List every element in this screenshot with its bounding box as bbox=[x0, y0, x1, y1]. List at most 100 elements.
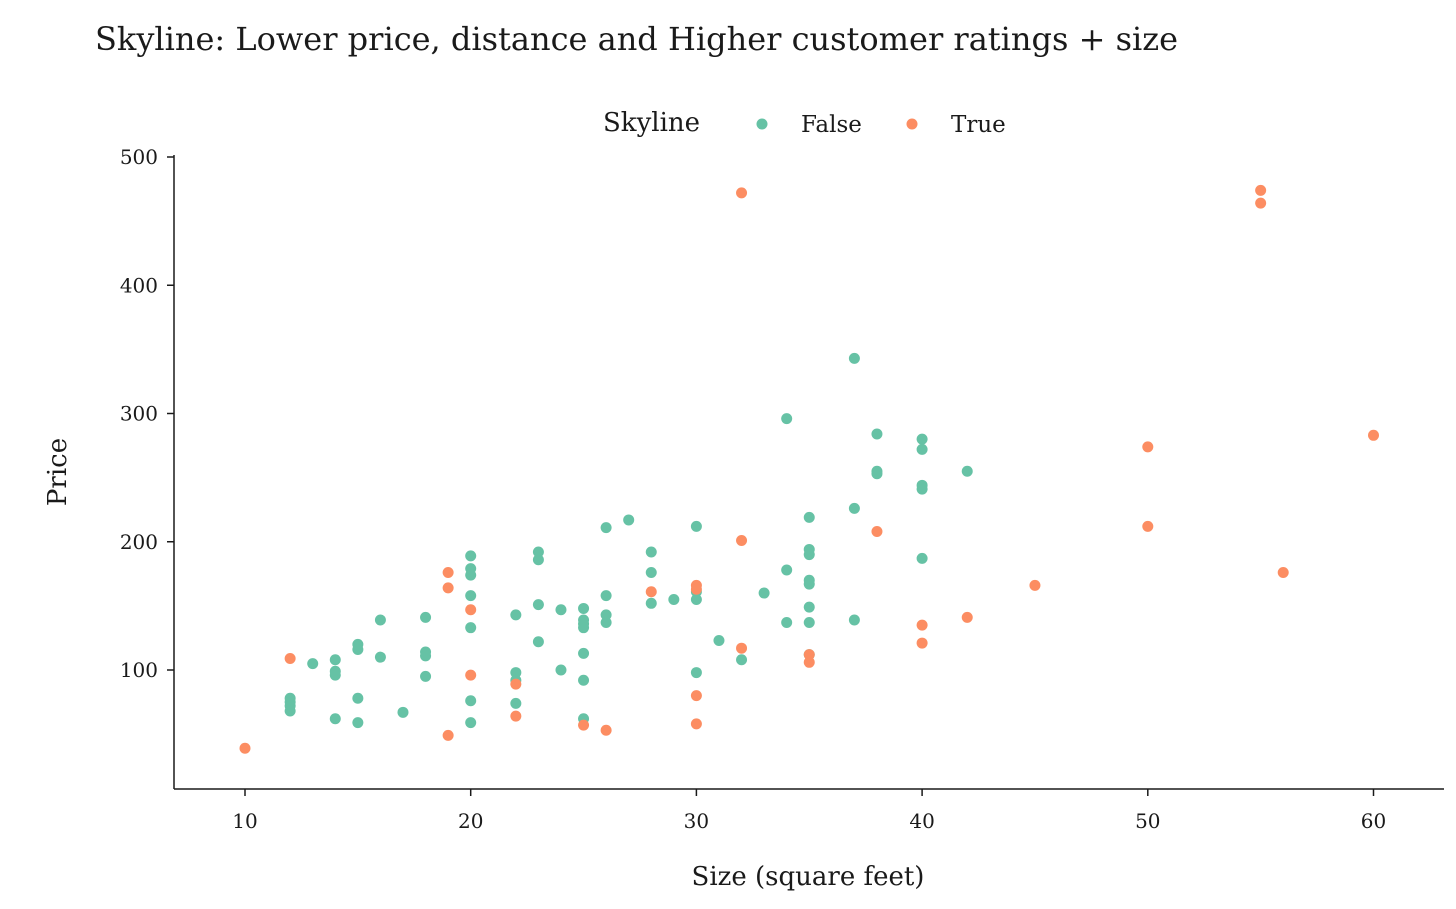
data-point-false bbox=[916, 443, 928, 455]
data-point-false bbox=[352, 717, 364, 729]
data-point-false bbox=[352, 692, 364, 704]
data-point-false bbox=[803, 601, 815, 613]
data-point-false bbox=[600, 522, 612, 534]
data-point-false bbox=[916, 433, 928, 445]
data-point-false bbox=[645, 597, 657, 609]
data-point-false bbox=[374, 614, 386, 626]
data-point-false bbox=[803, 511, 815, 523]
data-points bbox=[239, 184, 1379, 754]
data-point-true bbox=[736, 642, 748, 654]
data-point-true bbox=[803, 656, 815, 668]
data-point-true bbox=[736, 534, 748, 546]
data-point-true bbox=[1142, 441, 1154, 453]
legend-label-true: True bbox=[951, 112, 1006, 138]
data-point-false bbox=[420, 650, 432, 662]
data-point-false bbox=[871, 468, 883, 480]
data-point-false bbox=[578, 602, 590, 614]
x-ticks: 10 20 30 40 50 60 bbox=[232, 789, 1386, 833]
data-point-false bbox=[690, 520, 702, 532]
data-point-true bbox=[690, 690, 702, 702]
data-point-false bbox=[645, 546, 657, 558]
data-point-false bbox=[848, 502, 860, 514]
data-point-false bbox=[848, 352, 860, 364]
data-point-false bbox=[374, 651, 386, 663]
x-tick-label: 40 bbox=[909, 809, 934, 833]
x-axis-label: Size (square feet) bbox=[692, 862, 925, 892]
data-point-false bbox=[465, 590, 477, 602]
legend-marker-false bbox=[756, 118, 768, 130]
data-point-true bbox=[645, 586, 657, 598]
data-point-true bbox=[442, 729, 454, 741]
legend: Skyline False True bbox=[603, 108, 1006, 138]
legend-label-false: False bbox=[801, 112, 862, 138]
data-point-false bbox=[600, 617, 612, 629]
data-point-false bbox=[420, 670, 432, 682]
y-tick-label: 500 bbox=[120, 145, 158, 169]
data-point-false bbox=[555, 664, 567, 676]
data-point-false bbox=[781, 564, 793, 576]
data-point-true bbox=[803, 649, 815, 661]
data-point-false bbox=[736, 654, 748, 666]
data-point-true bbox=[284, 652, 296, 664]
data-point-false bbox=[803, 578, 815, 590]
data-point-true bbox=[600, 724, 612, 736]
data-point-false bbox=[871, 428, 883, 440]
data-point-false bbox=[555, 604, 567, 616]
data-point-true bbox=[1029, 579, 1041, 591]
data-point-true bbox=[1255, 197, 1267, 209]
data-point-true bbox=[871, 525, 883, 537]
legend-marker-true bbox=[906, 118, 918, 130]
data-point-false bbox=[465, 569, 477, 581]
data-point-true bbox=[578, 719, 590, 731]
data-point-false bbox=[307, 658, 319, 670]
data-point-false bbox=[916, 552, 928, 564]
data-point-false bbox=[532, 636, 544, 648]
data-point-false bbox=[329, 654, 341, 666]
data-point-true bbox=[1368, 429, 1379, 441]
data-point-false bbox=[532, 599, 544, 611]
data-point-true bbox=[961, 611, 973, 623]
x-tick-label: 20 bbox=[458, 809, 483, 833]
data-point-true bbox=[465, 669, 477, 681]
x-tick-label: 50 bbox=[1135, 809, 1160, 833]
data-point-false bbox=[510, 609, 522, 621]
data-point-true bbox=[690, 583, 702, 595]
axes: 10 20 30 40 50 60 100 200 300 400 500 bbox=[120, 145, 1444, 833]
data-point-false bbox=[803, 617, 815, 629]
chart-title: Skyline: Lower price, distance and Highe… bbox=[95, 20, 1179, 58]
data-point-false bbox=[420, 611, 432, 623]
data-point-false bbox=[532, 546, 544, 558]
data-point-false bbox=[510, 697, 522, 709]
data-point-false bbox=[803, 549, 815, 561]
data-point-false bbox=[916, 483, 928, 495]
data-point-true bbox=[465, 604, 477, 616]
data-point-false bbox=[352, 643, 364, 655]
data-point-true bbox=[916, 619, 928, 631]
data-point-false bbox=[668, 593, 680, 605]
data-point-false bbox=[713, 635, 725, 647]
data-point-true bbox=[442, 582, 454, 594]
data-point-false bbox=[465, 695, 477, 707]
data-point-false bbox=[961, 465, 973, 477]
data-point-false bbox=[465, 622, 477, 634]
y-tick-label: 100 bbox=[120, 658, 158, 682]
data-point-false bbox=[848, 614, 860, 626]
data-point-true bbox=[442, 567, 454, 579]
data-point-false bbox=[397, 706, 409, 718]
data-point-false bbox=[578, 674, 590, 686]
legend-title: Skyline bbox=[603, 108, 700, 138]
data-point-false bbox=[623, 514, 635, 526]
x-tick-label: 10 bbox=[232, 809, 257, 833]
data-point-false bbox=[329, 669, 341, 681]
data-point-false bbox=[510, 667, 522, 679]
data-point-false bbox=[758, 587, 770, 599]
data-point-true bbox=[1142, 520, 1154, 532]
data-point-false bbox=[600, 609, 612, 621]
data-point-true bbox=[239, 742, 251, 754]
data-point-false bbox=[690, 593, 702, 605]
data-point-false bbox=[465, 550, 477, 562]
data-point-false bbox=[600, 590, 612, 602]
x-tick-label: 30 bbox=[684, 809, 709, 833]
data-point-true bbox=[1255, 184, 1267, 196]
